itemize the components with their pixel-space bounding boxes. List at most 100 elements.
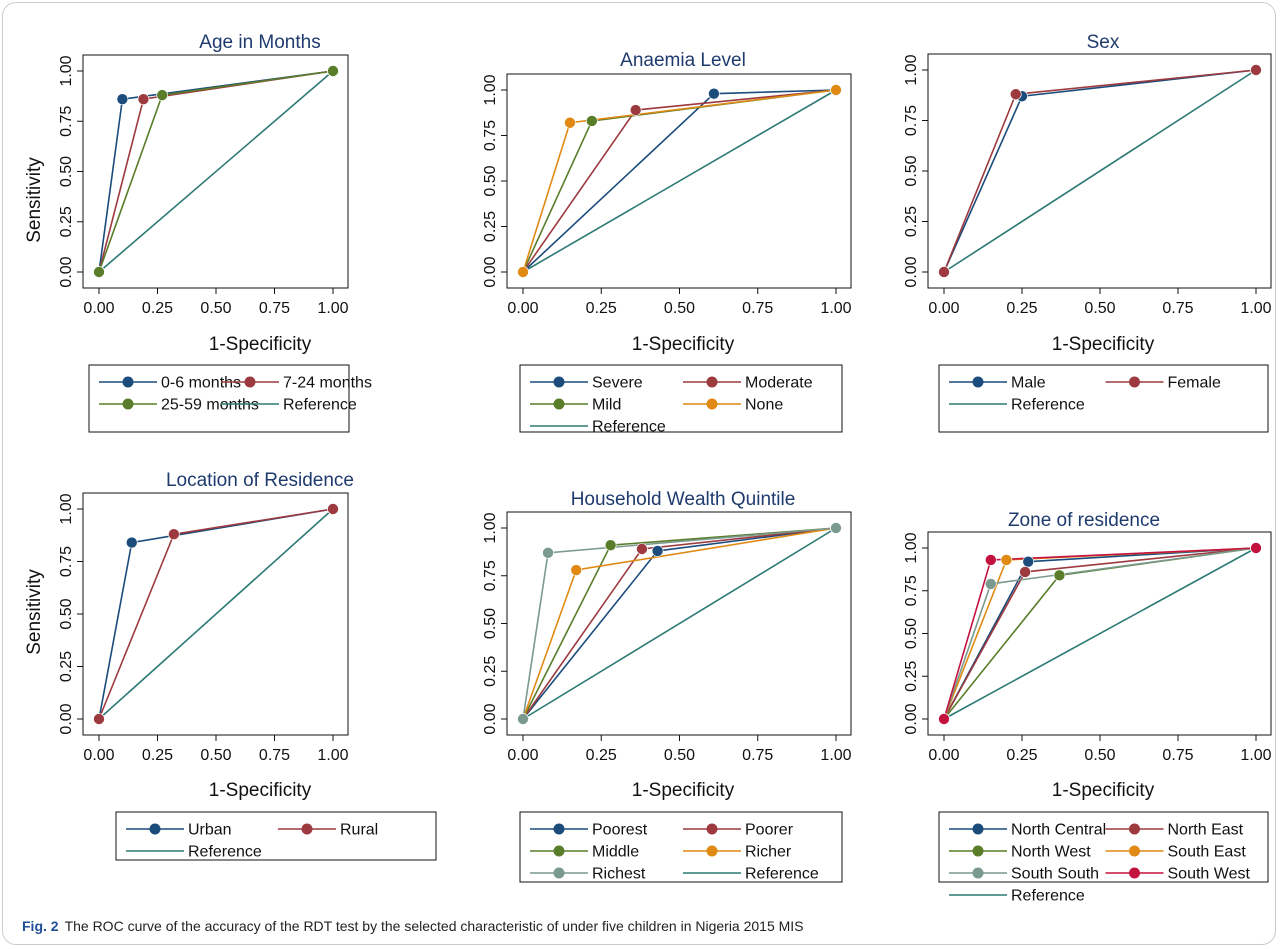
legend-label: 7-24 months — [283, 375, 372, 392]
y-tick-label: 0.25 — [482, 656, 499, 687]
legend-key-marker — [973, 846, 984, 857]
y-tick-label: 0.25 — [903, 661, 920, 692]
data-point — [1020, 566, 1031, 577]
y-tick-label: 0.00 — [58, 703, 75, 734]
data-point — [630, 105, 641, 116]
chart-title: Anaemia Level — [620, 50, 746, 71]
legend-key-marker — [554, 846, 565, 857]
legend-key-marker — [302, 824, 313, 835]
legend-key-marker — [554, 399, 565, 410]
legend-key-marker — [707, 399, 718, 410]
data-point — [708, 88, 719, 99]
legend-key-marker — [707, 846, 718, 857]
legend-key-marker — [554, 824, 565, 835]
data-point — [543, 547, 554, 558]
x-tick-label: 0.50 — [664, 747, 695, 764]
legend-key-marker — [1129, 868, 1140, 879]
y-tick-label: 0.25 — [58, 206, 75, 237]
x-tick-label: 0.25 — [1006, 747, 1037, 764]
x-axis-title: 1-Specificity — [1052, 780, 1155, 801]
legend-label: 0-6 months — [161, 375, 241, 392]
legend-label: None — [745, 397, 783, 414]
y-tick-label: 0.00 — [58, 256, 75, 287]
x-tick-label: 0.25 — [1006, 300, 1037, 317]
legend-label: Reference — [1011, 888, 1085, 905]
data-point — [168, 529, 179, 540]
legend-label: Rural — [340, 822, 378, 839]
legend-label: Reference — [1011, 397, 1085, 414]
x-tick-label: 0.25 — [142, 300, 173, 317]
x-tick-label: 0.50 — [200, 300, 231, 317]
x-tick-label: 1.00 — [820, 300, 851, 317]
data-point — [328, 66, 339, 77]
data-point — [1001, 554, 1012, 565]
data-point — [605, 540, 616, 551]
x-tick-label: 0.25 — [586, 747, 617, 764]
data-point — [117, 94, 128, 105]
y-axis-title: Sensitivity — [24, 157, 45, 243]
legend-label: North West — [1011, 844, 1091, 861]
x-tick-label: 0.50 — [200, 747, 231, 764]
legend-label: Poorest — [592, 822, 648, 839]
x-tick-label: 0.00 — [928, 747, 959, 764]
data-point — [831, 523, 842, 534]
legend-label: Moderate — [745, 375, 813, 392]
y-tick-label: 0.50 — [58, 598, 75, 629]
chart-title: Location of Residence — [166, 470, 354, 491]
x-tick-label: 0.00 — [83, 747, 114, 764]
legend-label: Urban — [188, 822, 232, 839]
y-axis-title: Sensitivity — [24, 569, 45, 655]
x-axis-title: 1-Specificity — [209, 334, 312, 355]
legend-label: Middle — [592, 844, 639, 861]
data-point — [1054, 570, 1065, 581]
data-point — [126, 537, 137, 548]
y-tick-label: 1.00 — [903, 532, 920, 563]
data-point — [518, 714, 529, 725]
y-tick-label: 0.50 — [482, 165, 499, 196]
caption-text: The ROC curve of the accuracy of the RDT… — [65, 918, 804, 934]
data-point — [652, 545, 663, 556]
data-point — [571, 565, 582, 576]
data-point — [636, 544, 647, 555]
legend-key-marker — [245, 377, 256, 388]
data-point — [564, 117, 575, 128]
roc-panel-1: Age in Months 0.00 0.25 0.50 0.75 1.00 0.00 0.2… — [24, 32, 372, 432]
legend-key-marker — [123, 377, 134, 388]
y-tick-label: 0.75 — [58, 106, 75, 137]
x-axis-title: 1-Specificity — [1052, 334, 1155, 355]
y-tick-label: 0.00 — [903, 703, 920, 734]
y-tick-label: 0.50 — [482, 608, 499, 639]
y-tick-label: 1.00 — [482, 74, 499, 105]
data-point — [94, 267, 105, 278]
legend-key-marker — [150, 824, 161, 835]
x-tick-label: 0.25 — [142, 747, 173, 764]
y-tick-label: 0.75 — [58, 546, 75, 577]
legend-key-marker — [973, 824, 984, 835]
chart-title: Zone of residence — [1008, 510, 1160, 531]
legend-key-marker — [1129, 846, 1140, 857]
y-tick-label: 0.50 — [903, 618, 920, 649]
y-tick-label: 0.50 — [903, 155, 920, 186]
chart-title: Age in Months — [199, 32, 320, 53]
roc-panel-4: Location of Residence 0.00 0.25 0.50 0.75 1.0… — [24, 470, 436, 861]
y-tick-label: 1.00 — [482, 512, 499, 543]
legend-label: North Central — [1011, 822, 1106, 839]
legend-label: South West — [1168, 866, 1251, 883]
legend-key-marker — [554, 377, 565, 388]
y-tick-label: 0.25 — [58, 651, 75, 682]
data-point — [939, 714, 950, 725]
legend-key-marker — [707, 377, 718, 388]
roc-panel-6: Zone of residence 0.00 0.25 0.50 0.75 1.00 0.0… — [903, 510, 1272, 905]
data-point — [985, 578, 996, 589]
legend-key-marker — [707, 824, 718, 835]
x-tick-label: 0.50 — [1084, 300, 1115, 317]
y-tick-label: 1.00 — [903, 54, 920, 85]
data-point — [518, 267, 529, 278]
legend-label: Mild — [592, 397, 621, 414]
legend-label: Reference — [188, 844, 262, 861]
figure-caption: Fig. 2 The ROC curve of the accuracy of t… — [22, 918, 804, 934]
y-tick-label: 0.75 — [482, 560, 499, 591]
data-point — [94, 714, 105, 725]
legend-label: South East — [1168, 844, 1247, 861]
